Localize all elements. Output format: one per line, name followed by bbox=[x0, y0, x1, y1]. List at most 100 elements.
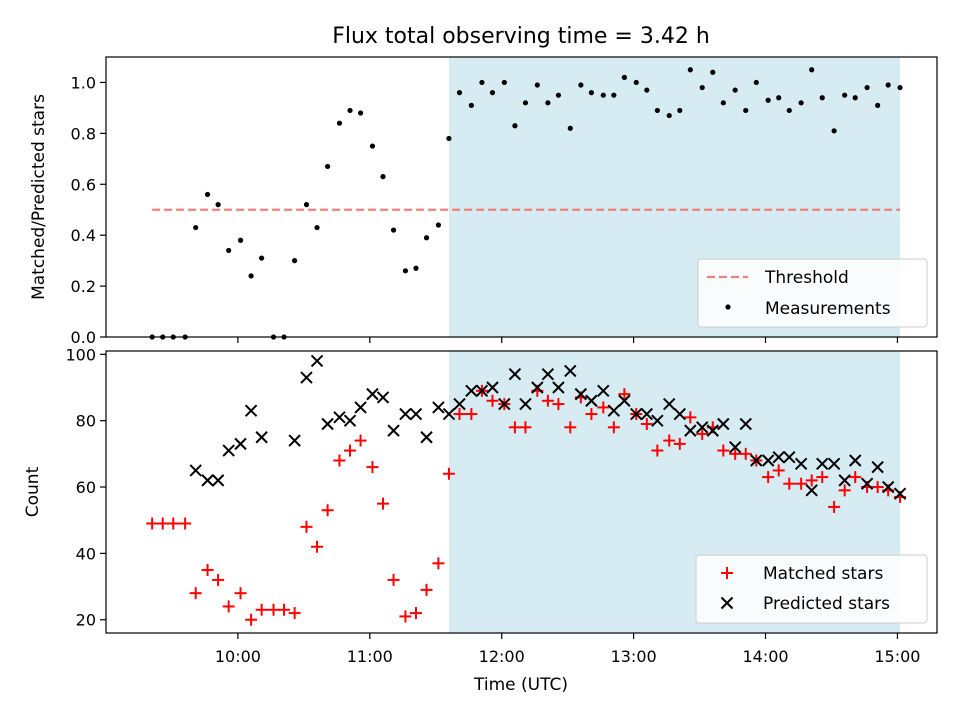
predicted-star-point bbox=[453, 397, 466, 411]
predicted-star-point bbox=[508, 368, 522, 381]
measurement-point bbox=[567, 125, 573, 131]
y-tick-label: 100 bbox=[65, 345, 96, 364]
measurement-point bbox=[357, 110, 364, 116]
predicted-star-point bbox=[750, 454, 763, 467]
predicted-star-point bbox=[399, 407, 412, 421]
y-tick-label: 0.8 bbox=[71, 124, 96, 143]
matched-star-point bbox=[739, 447, 752, 460]
predicted-star-point bbox=[630, 407, 643, 421]
predicted-star-point bbox=[651, 414, 664, 427]
matched-star-point bbox=[795, 477, 808, 490]
x-tick-label: 10:00 bbox=[215, 647, 261, 666]
predicted-star-point bbox=[794, 457, 808, 471]
matched-star-point bbox=[409, 607, 422, 620]
bottom-y-axis-label: Count bbox=[23, 466, 43, 517]
measurement-point bbox=[732, 87, 738, 93]
matched-star-point bbox=[278, 603, 291, 616]
matched-star-point bbox=[871, 481, 884, 494]
measurement-point bbox=[292, 258, 298, 264]
predicted-star-point bbox=[871, 460, 884, 474]
measurement-point bbox=[819, 95, 825, 101]
matched-star-point bbox=[399, 610, 412, 623]
measurement-point bbox=[743, 107, 749, 114]
matched-star-point bbox=[552, 398, 565, 411]
top-legend-box bbox=[697, 258, 928, 328]
measurement-point bbox=[347, 107, 353, 114]
measurement-point bbox=[456, 90, 463, 96]
predicted-star-point bbox=[663, 397, 676, 411]
measurement-points bbox=[149, 67, 903, 340]
bottom-axes-frame bbox=[105, 350, 938, 634]
predicted-star-point bbox=[475, 384, 489, 398]
matched-star-point bbox=[618, 388, 631, 401]
measurement-point bbox=[885, 82, 891, 88]
matched-star-point bbox=[288, 607, 301, 620]
bottom-legend: Matched stars Predicted stars bbox=[695, 554, 928, 624]
measurement-point bbox=[831, 128, 837, 134]
y-tick-label: 0.0 bbox=[71, 328, 96, 347]
matched-star-point bbox=[597, 401, 610, 414]
predicted-star-point bbox=[201, 474, 214, 487]
matched-star-point bbox=[179, 517, 192, 530]
measurement-point bbox=[248, 273, 254, 279]
measurement-point bbox=[259, 255, 265, 261]
predicted-star-point bbox=[387, 424, 400, 437]
predicted-star-point bbox=[673, 407, 686, 421]
predicted-star-point bbox=[321, 417, 334, 431]
matched-legend-label: Matched stars bbox=[763, 564, 883, 584]
measurement-point bbox=[666, 112, 672, 119]
matched-star-point bbox=[805, 474, 818, 487]
measurement-point bbox=[303, 202, 310, 208]
predicted-star-point bbox=[244, 404, 258, 417]
predicted-star-point bbox=[893, 487, 907, 500]
top-panel: 0.0 0.2 0.4 0.6 0.8 1.0 Matched/Predicted sta… bbox=[29, 56, 938, 347]
measurement-point bbox=[644, 87, 650, 93]
matched-star-point bbox=[607, 421, 620, 434]
bottom-x-ticks: 10:00 11:00 12:00 13:00 14:00 15:00 bbox=[215, 633, 920, 666]
predicted-star-point bbox=[728, 441, 742, 454]
predicted-star-point bbox=[772, 450, 785, 464]
chart-title: Flux total observing time = 3.42 h bbox=[332, 24, 710, 49]
predicted-star-point bbox=[333, 411, 346, 424]
predicted-star-point bbox=[607, 404, 621, 417]
bottom-y-ticks: 20 40 60 80 100 bbox=[65, 345, 106, 630]
matched-star-point bbox=[508, 421, 521, 434]
measurement-point bbox=[875, 102, 881, 108]
predicted-star-point bbox=[366, 387, 379, 401]
measurement-point bbox=[545, 100, 551, 106]
matched-star-point bbox=[442, 467, 455, 480]
predicted-star-point bbox=[706, 424, 719, 437]
matched-star-point bbox=[156, 517, 169, 530]
measurement-point bbox=[226, 247, 232, 254]
matched-star-point bbox=[333, 454, 346, 467]
matched-star-point bbox=[838, 484, 851, 497]
threshold-legend-label: Threshold bbox=[764, 268, 849, 288]
measurement-point bbox=[479, 79, 485, 86]
predicted-star-point bbox=[597, 384, 610, 398]
top-y-axis-label: Matched/Predicted stars bbox=[29, 94, 49, 300]
predicted-star-point bbox=[640, 407, 654, 421]
matched-star-point bbox=[387, 573, 400, 586]
predicted-legend-swatch bbox=[720, 596, 734, 610]
measurement-point bbox=[402, 268, 409, 274]
measurement-point bbox=[687, 67, 693, 73]
matched-star-point bbox=[201, 563, 214, 576]
matched-star-point bbox=[453, 408, 466, 421]
matched-legend-marker bbox=[721, 567, 733, 579]
matched-star-point bbox=[344, 444, 357, 457]
measurement-point bbox=[446, 135, 452, 142]
top-legend: Threshold Measurements bbox=[697, 258, 928, 328]
predicted-star-point bbox=[849, 454, 862, 467]
matched-star-point bbox=[234, 587, 247, 600]
measurement-point bbox=[710, 69, 716, 75]
measurements-legend-label: Measurements bbox=[765, 299, 891, 319]
measurement-point bbox=[753, 79, 759, 86]
measurement-point bbox=[633, 79, 639, 86]
predicted-star-point bbox=[881, 480, 895, 494]
matched-star-point bbox=[212, 573, 225, 586]
y-tick-label: 60 bbox=[76, 478, 96, 497]
matched-star-point bbox=[465, 408, 478, 421]
y-tick-label: 0.4 bbox=[71, 226, 96, 245]
matched-star-point bbox=[267, 603, 280, 616]
